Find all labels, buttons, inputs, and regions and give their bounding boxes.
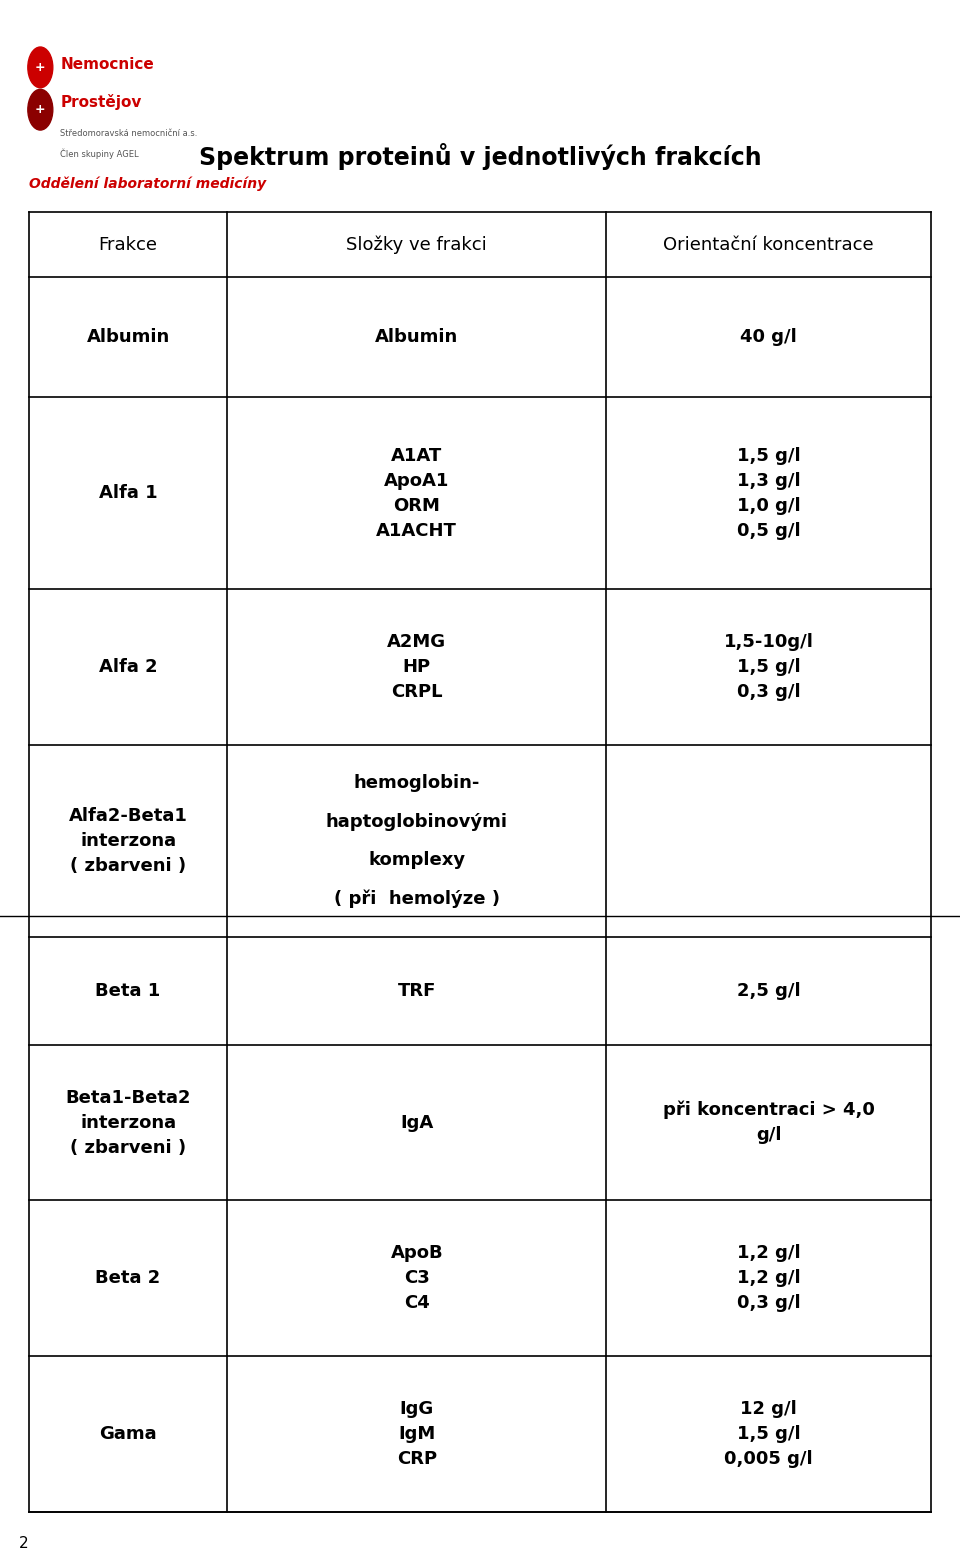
Text: Albumin: Albumin [375,329,459,346]
Text: Beta 1: Beta 1 [95,981,160,1000]
Text: Frakce: Frakce [99,235,157,254]
Text: Nemocnice: Nemocnice [60,56,155,72]
Text: 1,5 g/l
1,3 g/l
1,0 g/l
0,5 g/l: 1,5 g/l 1,3 g/l 1,0 g/l 0,5 g/l [737,447,801,539]
Text: IgA: IgA [400,1114,434,1131]
Text: komplexy: komplexy [369,851,466,870]
Text: Albumin: Albumin [86,329,170,346]
Text: 1,5-10g/l
1,5 g/l
0,3 g/l: 1,5-10g/l 1,5 g/l 0,3 g/l [724,633,814,700]
Text: Alfa 2: Alfa 2 [99,658,157,675]
Text: haptoglobinovými: haptoglobinovými [325,813,508,831]
Text: 1,2 g/l
1,2 g/l
0,3 g/l: 1,2 g/l 1,2 g/l 0,3 g/l [737,1244,801,1313]
Text: Alfa 1: Alfa 1 [99,484,157,503]
Text: při koncentraci > 4,0
g/l: při koncentraci > 4,0 g/l [662,1102,875,1144]
Text: Beta 2: Beta 2 [95,1269,160,1288]
Text: Středomoravská nemocniční a.s.: Středomoravská nemocniční a.s. [60,128,198,138]
Text: 12 g/l
1,5 g/l
0,005 g/l: 12 g/l 1,5 g/l 0,005 g/l [725,1401,813,1468]
Text: +: + [35,103,46,116]
Text: Gama: Gama [99,1426,156,1443]
Text: ( při  hemolýze ): ( při hemolýze ) [334,888,500,907]
Text: 2,5 g/l: 2,5 g/l [737,981,801,1000]
Text: ApoB
C3
C4: ApoB C3 C4 [391,1244,444,1313]
Text: Složky ve frakci: Složky ve frakci [347,235,488,254]
Text: Člen skupiny AGEL: Člen skupiny AGEL [60,149,139,158]
Text: hemoglobin-: hemoglobin- [353,774,480,793]
Text: IgG
IgM
CRP: IgG IgM CRP [396,1401,437,1468]
Text: A1AT
ApoA1
ORM
A1ACHT: A1AT ApoA1 ORM A1ACHT [376,447,457,539]
Circle shape [28,47,53,88]
Text: A2MG
HP
CRPL: A2MG HP CRPL [387,633,446,700]
Text: TRF: TRF [397,981,436,1000]
Text: 2: 2 [19,1536,29,1551]
Text: +: + [35,61,46,74]
Text: Spektrum proteinů v jednotlivých frakcích: Spektrum proteinů v jednotlivých frakcíc… [199,143,761,171]
Text: Orientační koncentrace: Orientační koncentrace [663,235,875,254]
Text: Alfa2-Beta1
interzona
( zbarveni ): Alfa2-Beta1 interzona ( zbarveni ) [68,807,187,874]
Circle shape [28,89,53,130]
Text: Prostějov: Prostějov [60,94,142,110]
Text: 40 g/l: 40 g/l [740,329,797,346]
Text: Oddělení laboratorní medicíny: Oddělení laboratorní medicíny [29,176,266,191]
Text: Beta1-Beta2
interzona
( zbarveni ): Beta1-Beta2 interzona ( zbarveni ) [65,1089,191,1156]
